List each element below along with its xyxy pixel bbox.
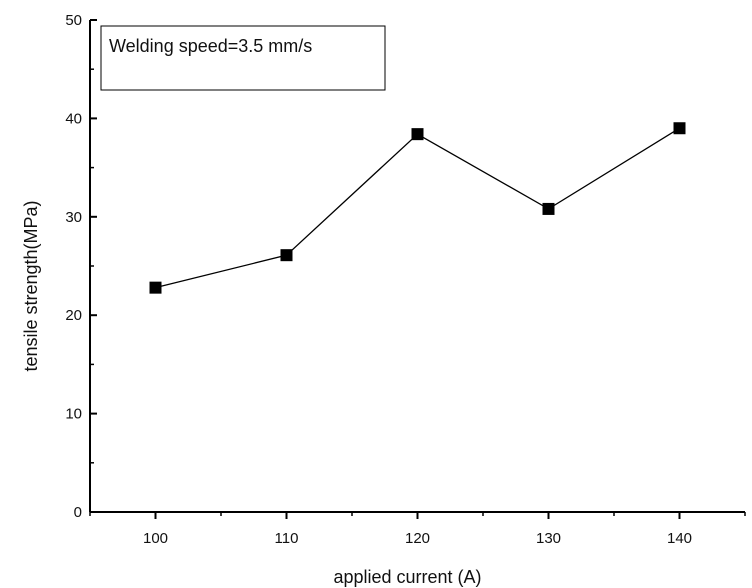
annotation-frame: [100, 25, 386, 91]
x-axis-title: applied current (A): [333, 567, 481, 587]
axes: [89, 20, 745, 513]
y-axis-title: tensile strength(MPa): [21, 200, 41, 371]
x-tick-label: 110: [275, 530, 299, 547]
data-point: [411, 128, 424, 141]
y-tick-label: 0: [74, 504, 82, 521]
y-tick-label: 10: [65, 406, 82, 423]
y-tick-label: 50: [65, 12, 82, 29]
x-tick-label: 120: [405, 530, 430, 547]
y-ticks: 0 10 20 30 40 50: [65, 12, 97, 521]
annotation-box: Welding speed=3.5 mm/s: [100, 25, 386, 91]
x-tick-label: 130: [536, 530, 561, 547]
y-tick-label: 20: [65, 307, 82, 324]
annotation-text: Welding speed=3.5 mm/s: [109, 36, 312, 56]
data-point: [149, 281, 162, 294]
x-ticks: 100 110 120 130 140: [89, 512, 746, 547]
data-point: [673, 122, 686, 135]
data-point: [542, 202, 555, 215]
y-tick-label: 30: [65, 209, 82, 226]
series: [149, 122, 686, 294]
series-line: [155, 127, 680, 289]
x-tick-label: 140: [667, 530, 692, 547]
data-point: [280, 249, 293, 262]
y-tick-label: 40: [65, 110, 82, 127]
x-tick-label: 100: [143, 530, 168, 547]
